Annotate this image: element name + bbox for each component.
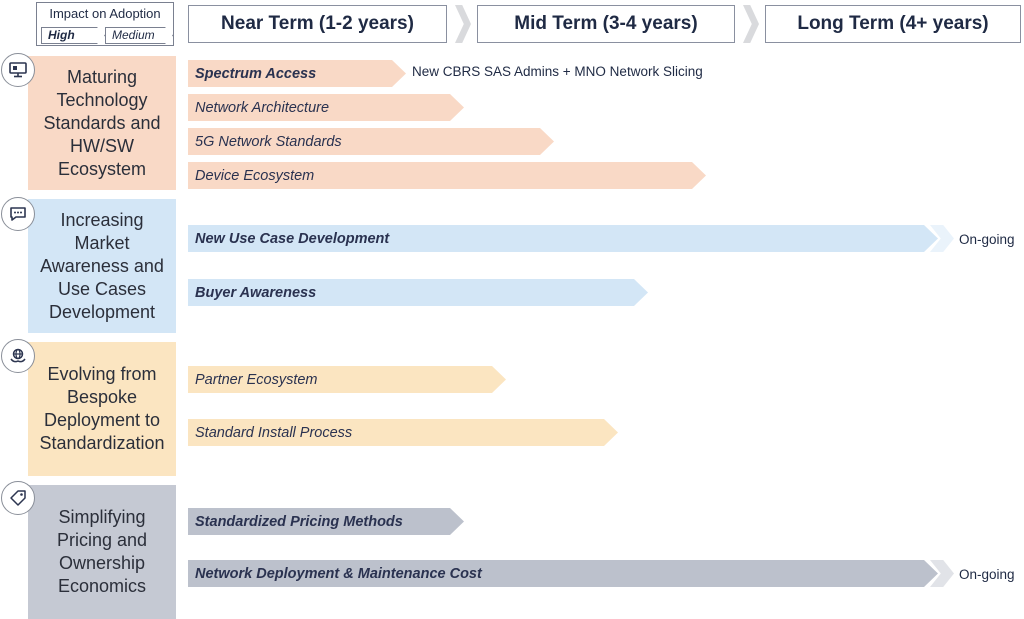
- initiative-spectrum-access: Spectrum Access: [188, 60, 406, 87]
- initiative-5g-network-standards: 5G Network Standards: [188, 128, 554, 155]
- legend-medium-chip: Medium: [105, 27, 173, 44]
- legend-title: Impact on Adoption: [49, 6, 161, 21]
- chevron-right-icon: [455, 5, 471, 43]
- impact-legend: Impact on Adoption High Medium: [36, 2, 174, 46]
- initiative-buyer-awareness: Buyer Awareness: [188, 279, 648, 306]
- initiative-partner-ecosystem: Partner Ecosystem: [188, 366, 506, 393]
- initiative-network-deployment-maintenance-cost: Network Deployment & Maintenance Cost: [188, 560, 938, 587]
- category-technology-standards: Maturing Technology Standards and HW/SW …: [28, 56, 176, 190]
- deployment-cost-note: On-going: [959, 567, 1015, 582]
- initiative-standardized-pricing-methods: Standardized Pricing Methods: [188, 508, 464, 535]
- globe-hands-icon: [1, 339, 35, 373]
- initiative-network-architecture: Network Architecture: [188, 94, 464, 121]
- near-term-header: Near Term (1-2 years): [188, 5, 447, 43]
- new-use-case-note: On-going: [959, 232, 1015, 247]
- chat-bubble-icon: [1, 197, 35, 231]
- category-standardization: Evolving from Bespoke Deployment to Stan…: [28, 342, 176, 476]
- long-term-header: Long Term (4+ years): [765, 5, 1021, 43]
- category-market-awareness: Increasing Market Awareness and Use Case…: [28, 199, 176, 333]
- category-pricing-economics: Simplifying Pricing and Ownership Econom…: [28, 485, 176, 619]
- initiative-new-use-case-development: New Use Case Development: [188, 225, 938, 252]
- chevron-right-icon: [743, 5, 759, 43]
- legend-high-chip: High: [41, 27, 105, 44]
- initiative-device-ecosystem: Device Ecosystem: [188, 162, 706, 189]
- initiative-standard-install-process: Standard Install Process: [188, 419, 618, 446]
- mid-term-header: Mid Term (3-4 years): [477, 5, 735, 43]
- spectrum-access-note: New CBRS SAS Admins + MNO Network Slicin…: [412, 64, 703, 79]
- price-tag-icon: [1, 481, 35, 515]
- monitor-icon: [1, 53, 35, 87]
